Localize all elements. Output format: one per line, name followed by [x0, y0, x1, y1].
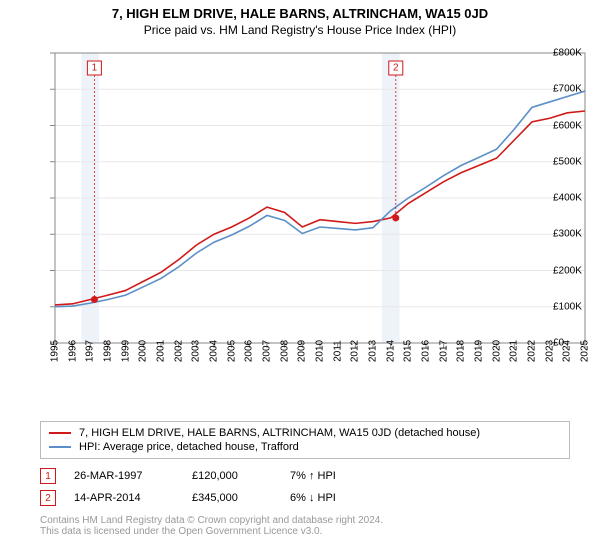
x-tick-label: 2016 [421, 340, 432, 362]
y-tick-label: £200K [553, 265, 600, 276]
legend: 7, HIGH ELM DRIVE, HALE BARNS, ALTRINCHA… [40, 421, 570, 459]
x-tick-label: 2025 [580, 340, 591, 362]
x-tick-label: 2010 [315, 340, 326, 362]
x-tick-label: 2014 [385, 340, 396, 362]
x-tick-label: 1997 [85, 340, 96, 362]
x-tick-label: 2006 [244, 340, 255, 362]
x-tick-label: 1996 [67, 340, 78, 362]
x-tick-label: 2008 [279, 340, 290, 362]
svg-text:2: 2 [393, 63, 399, 74]
x-tick-label: 2024 [562, 340, 573, 362]
x-tick-label: 2009 [297, 340, 308, 362]
y-tick-label: £700K [553, 84, 600, 95]
legend-swatch [49, 432, 71, 434]
x-tick-label: 1999 [120, 340, 131, 362]
x-tick-label: 1995 [50, 340, 61, 362]
page-subtitle: Price paid vs. HM Land Registry's House … [0, 23, 600, 43]
legend-item: 7, HIGH ELM DRIVE, HALE BARNS, ALTRINCHA… [49, 426, 561, 440]
legend-item: HPI: Average price, detached house, Traf… [49, 440, 561, 454]
event-date: 26-MAR-1997 [74, 470, 174, 482]
x-tick-label: 2011 [332, 340, 343, 362]
x-tick-label: 2007 [262, 340, 273, 362]
sale-marker-2: 2 [389, 61, 403, 75]
x-tick-label: 2003 [191, 340, 202, 362]
event-row: 2 14-APR-2014 £345,000 6% ↓ HPI [40, 487, 570, 509]
footer-line-2: This data is licensed under the Open Gov… [40, 526, 570, 537]
x-tick-label: 2004 [209, 340, 220, 362]
event-marker: 2 [40, 490, 56, 506]
x-tick-label: 2002 [173, 340, 184, 362]
event-row: 1 26-MAR-1997 £120,000 7% ↑ HPI [40, 465, 570, 487]
y-tick-label: £500K [553, 156, 600, 167]
x-tick-label: 2005 [226, 340, 237, 362]
x-tick-label: 2019 [474, 340, 485, 362]
event-date: 14-APR-2014 [74, 492, 174, 504]
page-title: 7, HIGH ELM DRIVE, HALE BARNS, ALTRINCHA… [0, 0, 600, 23]
footer-attribution: Contains HM Land Registry data © Crown c… [40, 515, 570, 537]
x-tick-label: 2022 [527, 340, 538, 362]
legend-label: 7, HIGH ELM DRIVE, HALE BARNS, ALTRINCHA… [79, 427, 480, 439]
x-tick-label: 2021 [509, 340, 520, 362]
x-tick-label: 2001 [156, 340, 167, 362]
x-tick-label: 2020 [491, 340, 502, 362]
price-chart: 1 2 £0 £100K £200K £300K £400K £500K £600K £700K… [0, 43, 600, 413]
y-tick-label: £300K [553, 229, 600, 240]
y-tick-label: £600K [553, 120, 600, 131]
x-tick-label: 2013 [368, 340, 379, 362]
footer-line-1: Contains HM Land Registry data © Crown c… [40, 515, 570, 526]
y-tick-label: £400K [553, 193, 600, 204]
x-tick-label: 2000 [138, 340, 149, 362]
y-tick-label: £0 [553, 338, 600, 349]
x-tick-label: 2012 [350, 340, 361, 362]
svg-text:1: 1 [92, 63, 98, 74]
event-marker: 1 [40, 468, 56, 484]
x-tick-label: 2023 [544, 340, 555, 362]
event-price: £345,000 [192, 492, 272, 504]
event-diff: 7% ↑ HPI [290, 470, 336, 482]
x-tick-label: 1998 [103, 340, 114, 362]
x-tick-label: 2015 [403, 340, 414, 362]
sale-marker-1: 1 [87, 61, 101, 75]
event-price: £120,000 [192, 470, 272, 482]
x-tick-label: 2017 [438, 340, 449, 362]
legend-label: HPI: Average price, detached house, Traf… [79, 441, 299, 453]
y-tick-label: £100K [553, 301, 600, 312]
x-tick-label: 2018 [456, 340, 467, 362]
legend-swatch [49, 446, 71, 448]
y-tick-label: £800K [553, 48, 600, 59]
sale-events: 1 26-MAR-1997 £120,000 7% ↑ HPI 2 14-APR-2014… [40, 465, 570, 509]
event-diff: 6% ↓ HPI [290, 492, 336, 504]
